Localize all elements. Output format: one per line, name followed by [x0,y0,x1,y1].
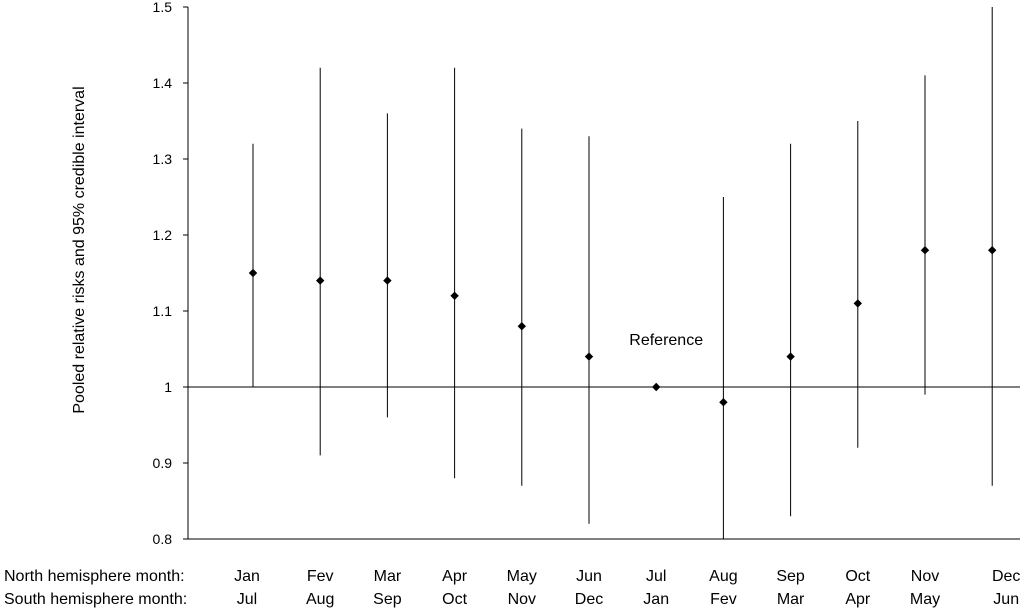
north-hemisphere-row-label: North hemisphere month: [4,568,185,585]
reference-annotation: Reference [629,332,703,349]
x-tick-label: Aug [306,591,334,608]
x-tick-label: Nov [508,591,536,608]
south-hemisphere-row-label: South hemisphere month: [4,591,187,608]
axes-layer [183,6,1020,540]
x-tick-label: Jul [237,591,257,608]
x-tick-label: Fev [710,591,737,608]
estimate-point [652,382,661,392]
y-tick-label: 1.2 [153,227,173,243]
y-tick-label: 0.9 [153,455,173,471]
x-tick-label: Apr [442,568,468,585]
y-tick-label: 0.8 [153,531,173,547]
estimate-point [988,246,997,255]
x-tick-label: Dec [575,591,603,608]
y-tick-label: 1.4 [153,75,173,91]
x-tick-label: Aug [709,568,737,585]
x-tick-label: Jun [576,568,602,585]
x-tick-label: Fev [307,568,334,585]
x-tick-label: Jan [643,591,669,608]
x-tick-label: Sep [776,568,805,585]
estimate-point [248,268,258,278]
estimate-point [853,299,862,308]
x-tick-label: Oct [845,568,870,585]
y-tick-label: 1.5 [153,0,173,15]
x-tick-label: Oct [442,591,467,608]
y-tick-label: 1.3 [153,151,173,167]
marks-layer [248,7,997,539]
x-tick-label: Sep [373,591,402,608]
x-tick-label: Apr [845,591,871,608]
estimate-point [383,276,392,285]
estimate-point [316,276,325,285]
estimate-point [584,352,594,361]
x-tick-label: Jun [993,591,1019,608]
estimate-point [920,246,930,255]
x-tick-label: Jul [646,568,666,585]
y-tick-label: 1 [164,379,172,395]
y-axis-title: Pooled relative risks and 95% credible i… [71,86,88,413]
estimate-point [719,398,728,407]
y-tick-label: 1.1 [153,303,173,319]
x-tick-label: Mar [777,591,805,608]
estimate-point [786,352,795,361]
x-tick-label: May [507,568,537,585]
estimate-point [517,322,526,331]
x-tick-label: Nov [911,568,939,585]
x-tick-label: Jan [234,568,260,585]
estimate-point [450,291,459,300]
x-tick-label: Dec [992,568,1020,585]
x-tick-label: Mar [374,568,402,585]
x-tick-label: May [910,591,940,608]
labels-layer: 0.8 0.9 1 1.1 1.2 1.3 1.4 1.5 Pooled relative ri… [4,0,1020,608]
